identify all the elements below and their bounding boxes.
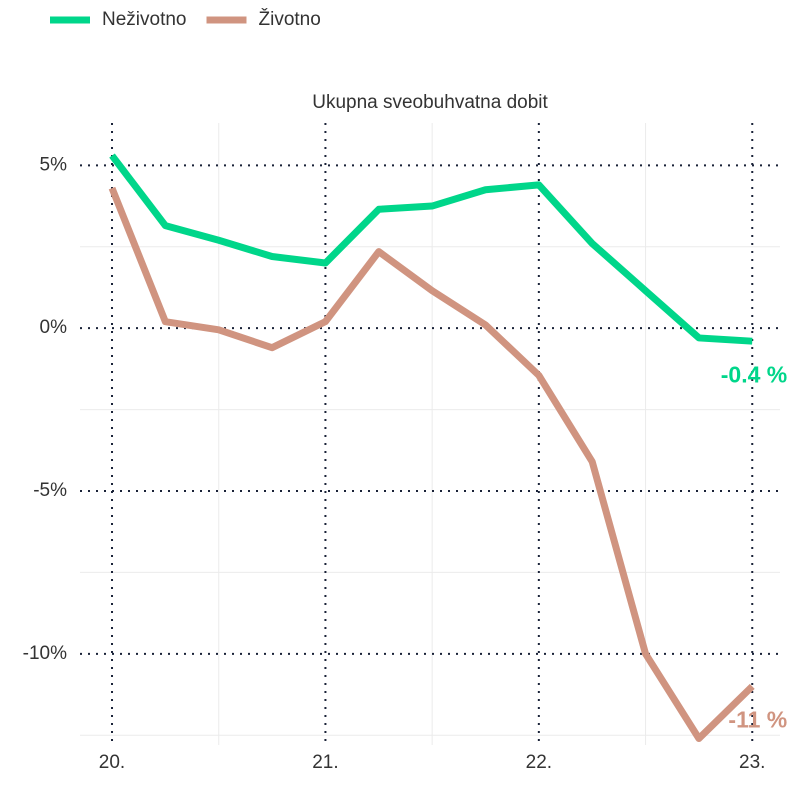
y-tick-label: 5% bbox=[40, 154, 68, 175]
x-tick-label: 23. bbox=[739, 752, 765, 773]
end-label: -0.4 % bbox=[721, 361, 787, 387]
legend-label: Životno bbox=[259, 8, 321, 30]
end-label: -11 % bbox=[728, 706, 787, 732]
x-tick-label: 20. bbox=[99, 752, 125, 773]
series-line bbox=[108, 186, 755, 742]
x-tick-label: 22. bbox=[526, 752, 552, 773]
series-line bbox=[109, 153, 753, 345]
y-tick-label: -5% bbox=[33, 480, 67, 501]
x-tick-label: 21. bbox=[312, 752, 338, 773]
chart-title: Ukupna sveobuhvatna dobit bbox=[312, 92, 548, 113]
legend-label: Neživotno bbox=[102, 9, 187, 30]
y-tick-label: 0% bbox=[40, 317, 68, 338]
y-tick-label: -10% bbox=[23, 643, 67, 664]
